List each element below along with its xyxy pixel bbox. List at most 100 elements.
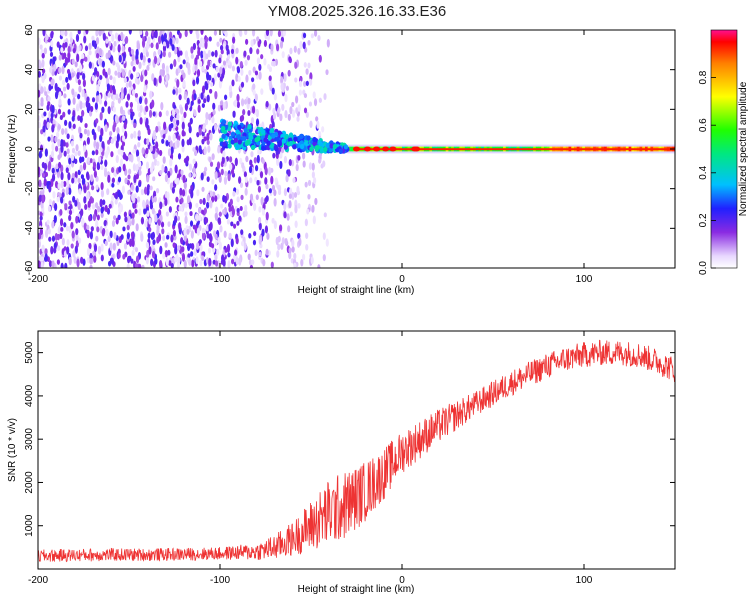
spectral-scatter-point — [109, 242, 113, 251]
spectral-scatter-point — [38, 166, 41, 176]
spectral-scatter-point — [180, 237, 184, 245]
spectral-scatter-point — [175, 254, 179, 262]
spectral-scatter-point — [235, 257, 239, 266]
spectral-scatter-point — [204, 68, 208, 74]
spectral-scatter-point — [105, 228, 109, 236]
spectral-scatter-point — [169, 63, 173, 70]
spectral-scatter-point — [254, 249, 258, 257]
spectral-scatter-point — [181, 121, 185, 131]
spectral-scatter-point — [152, 145, 156, 154]
spectral-scatter-point — [172, 37, 176, 45]
spectral-scatter-point — [294, 204, 298, 214]
spectral-scatter-point — [168, 51, 172, 58]
spectral-scatter-point — [130, 133, 134, 140]
spectral-scatter-point — [86, 156, 91, 163]
spectral-scatter-point — [62, 79, 66, 86]
spectral-scatter-point — [111, 182, 115, 188]
spectral-scatter-point — [236, 66, 240, 72]
spectral-scatter-point — [104, 124, 108, 133]
spectral-scatter-point — [296, 185, 300, 195]
spectral-scatter-point — [235, 73, 239, 82]
spectral-scatter-point — [281, 147, 285, 154]
spectral-transition-point — [247, 124, 252, 130]
spectral-scatter-point — [211, 51, 215, 57]
spectral-scatter-point — [151, 231, 156, 240]
spectral-scatter-point — [60, 180, 64, 189]
spectral-scatter-point — [143, 138, 147, 145]
spectral-scatter-point — [189, 117, 193, 125]
spectral-scatter-point — [258, 63, 262, 71]
spectral-scatter-point — [190, 251, 194, 257]
spectral-scatter-point — [75, 233, 79, 241]
spectral-transition-point — [283, 144, 289, 150]
spectral-scatter-point — [81, 53, 85, 59]
spectral-scatter-point — [198, 145, 202, 154]
spectral-scatter-point — [52, 56, 56, 65]
spectral-transition-point — [299, 143, 305, 150]
spectral-scatter-point — [52, 119, 56, 125]
spectral-scatter-point — [243, 171, 247, 178]
spectral-scatter-point — [149, 145, 153, 152]
spectral-scatter-point — [279, 160, 283, 170]
spectral-scatter-point — [65, 142, 69, 148]
spectral-scatter-point — [288, 247, 292, 254]
spectral-scatter-point — [294, 77, 298, 83]
spectral-scatter-point — [134, 263, 138, 268]
spectral-scatter-point — [208, 257, 212, 267]
spectral-transition-point — [227, 143, 232, 149]
spectral-scatter-point — [188, 172, 192, 178]
spectral-scatter-point — [65, 167, 69, 174]
spectral-scatter-point — [204, 217, 209, 224]
spectral-scatter-point — [90, 174, 94, 183]
spectral-scatter-point — [279, 40, 284, 49]
spectral-peak-blob — [382, 146, 390, 152]
spectral-scatter-point — [72, 47, 76, 54]
spectral-peak-blob — [353, 146, 360, 152]
spectral-scatter-point — [186, 155, 190, 162]
spectral-scatter-point — [104, 240, 108, 247]
spectral-scatter-point — [220, 168, 224, 176]
spectral-scatter-point — [171, 44, 175, 51]
spectral-scatter-point — [210, 243, 215, 249]
spectral-scatter-point — [183, 227, 187, 237]
spectrogram-y-tick-label: -40 — [24, 221, 35, 236]
spectral-scatter-point — [40, 129, 44, 135]
spectral-scatter-point — [153, 195, 157, 203]
spectral-scatter-point — [182, 79, 186, 88]
spectral-transition-point — [306, 135, 311, 141]
spectral-scatter-point — [132, 65, 136, 72]
spectral-scatter-point — [131, 111, 135, 117]
spectral-scatter-point — [51, 142, 55, 151]
spectral-transition-point — [312, 141, 317, 147]
spectral-scatter-point — [123, 211, 128, 218]
spectral-scatter-point — [113, 232, 117, 240]
spectral-scatter-point — [64, 203, 68, 209]
spectral-transition-point — [241, 135, 247, 141]
spectral-scatter-point — [305, 111, 309, 118]
spectral-scatter-point — [156, 57, 160, 65]
spectral-scatter-point — [197, 99, 201, 105]
spectral-scatter-point — [107, 174, 111, 183]
spectral-scatter-point — [271, 87, 275, 95]
spectral-scatter-point — [260, 88, 264, 95]
spectral-scatter-point — [289, 211, 293, 217]
spectral-scatter-point — [97, 205, 101, 213]
spectral-scatter-point — [186, 97, 190, 105]
spectral-scatter-point — [38, 150, 42, 159]
spectral-scatter-point — [127, 215, 131, 224]
spectral-scatter-point — [102, 68, 106, 76]
spectral-scatter-point — [186, 195, 191, 204]
spectral-scatter-point — [109, 75, 113, 81]
snr-y-label: SNR (10 * v/v) — [7, 418, 18, 482]
spectral-scatter-point — [228, 85, 233, 93]
spectral-scatter-point — [197, 48, 201, 57]
snr-x-label: Height of straight line (km) — [298, 584, 415, 595]
spectral-scatter-point — [135, 223, 139, 232]
spectral-scatter-point — [214, 212, 219, 221]
spectral-scatter-point — [145, 105, 149, 113]
spectral-scatter-point — [201, 227, 206, 234]
spectral-scatter-point — [39, 211, 43, 217]
spectral-scatter-point — [255, 194, 259, 201]
spectral-scatter-point — [99, 75, 103, 81]
spectral-scatter-point — [238, 215, 242, 222]
